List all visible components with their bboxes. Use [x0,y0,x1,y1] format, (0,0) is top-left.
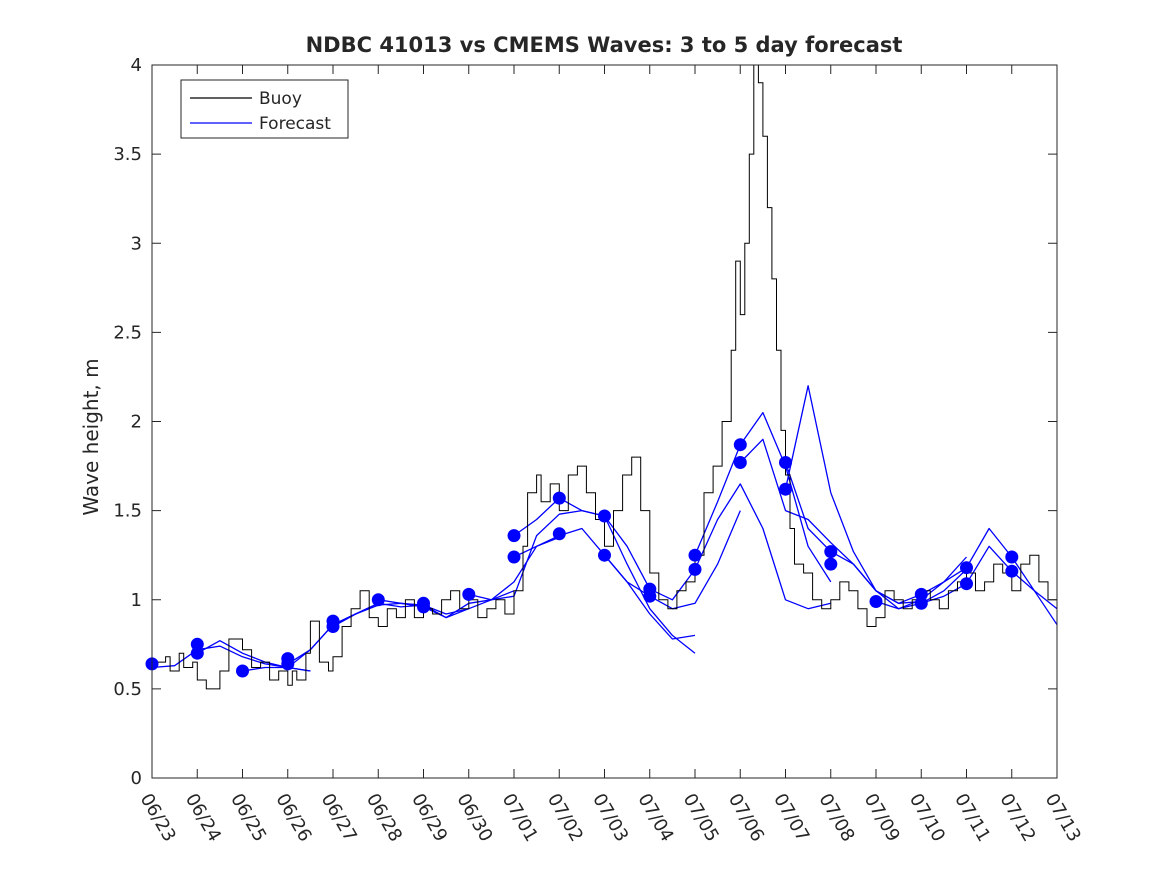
forecast-marker-26 [779,482,792,496]
legend-label-forecast: Forecast [259,114,331,134]
forecast-marker-17 [598,509,611,523]
forecast-marker-35 [1005,564,1019,578]
forecast-marker-2 [190,637,204,651]
forecast-line-17 [921,545,1058,626]
y-tick-label: 1.5 [113,501,142,522]
y-tick-label: 3 [131,233,142,254]
y-tick-label: 2 [131,412,142,433]
forecast-marker-11 [417,600,430,614]
forecast-line-7 [468,509,651,601]
forecast-marker-22 [688,562,702,576]
legend-label-buoy: Buoy [259,89,302,109]
y-tick-label: 0.5 [113,679,142,700]
forecast-marker-15 [552,491,566,505]
y-tick-label: 0 [131,768,142,789]
forecast-marker-27 [824,545,838,559]
forecast-marker-29 [869,595,883,608]
forecast-marker-8 [326,620,340,633]
forecast-marker-32 [960,561,973,575]
y-tick-label: 2.5 [113,322,142,343]
forecast-line-15 [784,385,967,604]
forecast-marker-28 [824,557,838,571]
forecast-marker-12 [462,587,476,601]
chart-title: NDBC 41013 vs CMEMS Waves: 3 to 5 day fo… [306,33,903,57]
forecast-marker-23 [733,438,747,452]
forecast-marker-33 [960,577,973,591]
buoy-line [152,64,1058,690]
forecast-line-12 [694,411,832,583]
forecast-marker-14 [507,550,521,564]
legend-box [180,79,349,139]
plot-markers [145,438,1019,678]
y-axis-label: Wave height, m [79,358,103,515]
forecast-marker-3 [190,646,204,660]
forecast-line-11 [649,483,831,610]
forecast-marker-13 [507,529,521,543]
plot-lines [151,64,1058,690]
forecast-marker-24 [733,456,747,469]
forecast-marker-4 [236,664,249,678]
forecast-marker-30 [914,587,928,601]
forecast-marker-25 [779,456,792,469]
y-tick-label: 3.5 [113,144,142,165]
forecast-marker-21 [688,548,702,562]
legend: Buoy Forecast [180,79,349,139]
forecast-marker-18 [598,548,611,562]
forecast-marker-34 [1005,550,1019,564]
forecast-marker-6 [281,652,295,666]
y-tick-label: 4 [131,55,142,76]
forecast-marker-31 [914,596,928,610]
forecast-marker-16 [552,527,566,541]
forecast-marker-20 [643,589,657,603]
y-tick-label: 1 [131,590,142,611]
forecast-marker-9 [371,593,385,607]
